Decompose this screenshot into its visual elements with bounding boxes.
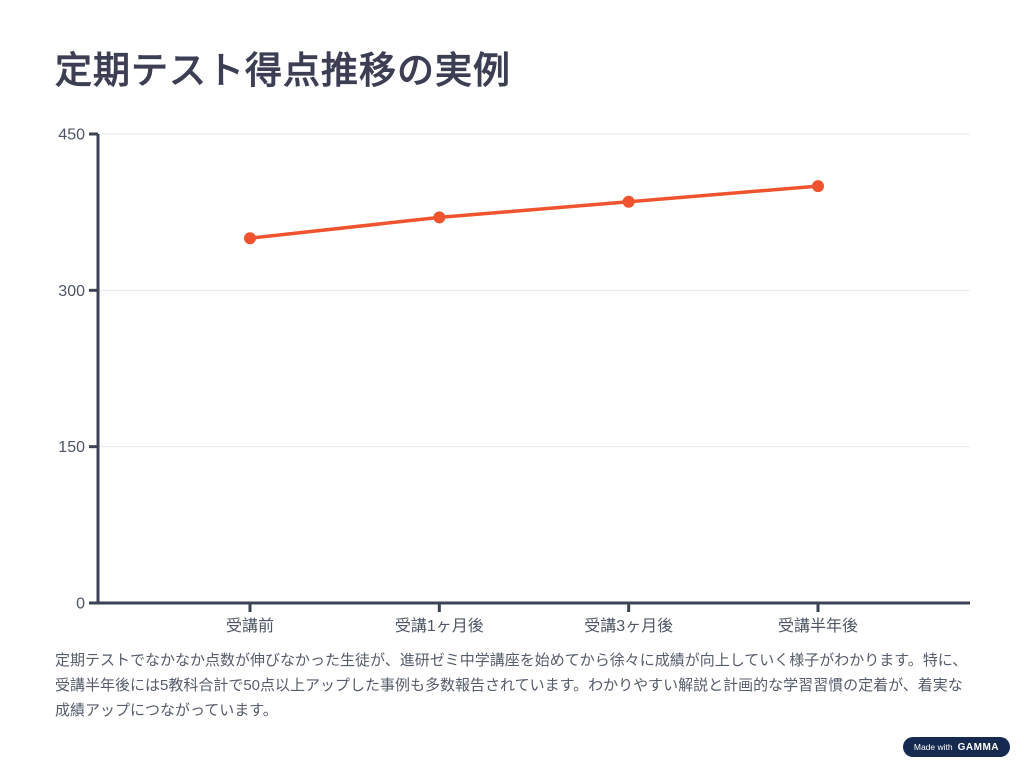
badge-prefix-label: Made with <box>913 742 953 752</box>
data-point <box>812 180 824 193</box>
y-tick-label: 150 <box>58 439 85 456</box>
x-tick-label: 受講半年後 <box>778 617 858 635</box>
chart-area: 0 150 300 450 受講前 受講1ヶ月後 受講3ヶ月後 受講半年後 <box>55 125 971 640</box>
slide-title: 定期テスト得点推移の実例 <box>55 50 511 91</box>
y-tick-label: 450 <box>58 127 85 144</box>
y-tick-label: 300 <box>58 283 85 300</box>
line-chart: 0 150 300 450 受講前 受講1ヶ月後 受講3ヶ月後 受講半年後 <box>58 127 970 635</box>
slide-description: 定期テストでなかなか点数が伸びなかった生徒が、進研ゼミ中学講座を始めてから徐々に… <box>55 652 968 719</box>
data-point <box>622 195 635 208</box>
x-tick-label: 受講前 <box>226 617 274 635</box>
gamma-logo: GAMMA <box>957 741 999 753</box>
x-tick-label: 受講1ヶ月後 <box>395 617 484 635</box>
made-with-gamma-badge[interactable]: Made with GAMMA <box>902 737 1010 757</box>
y-tick-label: 0 <box>76 596 85 613</box>
x-tick-label: 受講3ヶ月後 <box>584 617 673 635</box>
data-point <box>244 232 256 245</box>
series-line <box>248 184 820 240</box>
data-point <box>433 211 446 224</box>
